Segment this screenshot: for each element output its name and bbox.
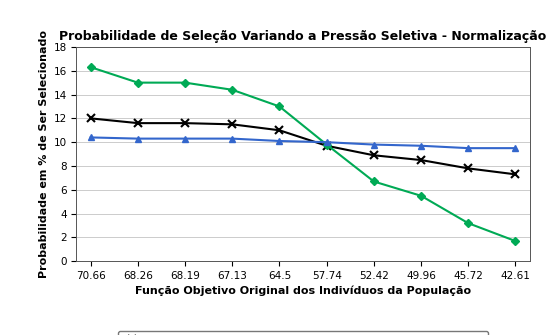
Valor Original de FO <box>276 128 283 132</box>
k=90 - Baixa PS <box>418 144 424 148</box>
k=10 - Alta PS <box>182 81 188 85</box>
Y-axis label: Probabilidade em % de Ser Selecionado: Probabilidade em % de Ser Selecionado <box>39 30 49 278</box>
Valor Original de FO <box>182 121 188 125</box>
Line: k=90 - Baixa PS: k=90 - Baixa PS <box>88 135 518 151</box>
k=10 - Alta PS <box>134 81 141 85</box>
Valor Original de FO <box>512 172 519 176</box>
k=90 - Baixa PS <box>512 146 519 150</box>
k=10 - Alta PS <box>229 88 235 92</box>
k=90 - Baixa PS <box>229 137 235 141</box>
Valor Original de FO <box>371 153 377 157</box>
Legend: Valor Original de FO, k=10 - Alta PS, k=90 - Baixa PS: Valor Original de FO, k=10 - Alta PS, k=… <box>118 331 488 335</box>
Title: Probabilidade de Seleção Variando a Pressão Seletiva - Normalização: Probabilidade de Seleção Variando a Pres… <box>60 30 546 43</box>
Valor Original de FO <box>465 166 472 171</box>
Valor Original de FO <box>87 116 94 120</box>
k=90 - Baixa PS <box>276 139 283 143</box>
X-axis label: Função Objetivo Original dos Indivíduos da População: Função Objetivo Original dos Indivíduos … <box>135 285 471 296</box>
k=10 - Alta PS <box>323 143 330 147</box>
k=90 - Baixa PS <box>182 137 188 141</box>
Valor Original de FO <box>323 144 330 148</box>
k=10 - Alta PS <box>465 221 472 225</box>
k=10 - Alta PS <box>418 194 424 198</box>
k=90 - Baixa PS <box>323 140 330 144</box>
k=90 - Baixa PS <box>87 135 94 139</box>
k=10 - Alta PS <box>276 105 283 109</box>
Valor Original de FO <box>418 158 424 162</box>
Line: k=10 - Alta PS: k=10 - Alta PS <box>88 64 518 244</box>
k=90 - Baixa PS <box>134 137 141 141</box>
k=90 - Baixa PS <box>465 146 472 150</box>
k=10 - Alta PS <box>87 65 94 69</box>
k=10 - Alta PS <box>371 180 377 184</box>
Line: Valor Original de FO: Valor Original de FO <box>86 114 520 179</box>
Valor Original de FO <box>134 121 141 125</box>
k=10 - Alta PS <box>512 239 519 243</box>
k=90 - Baixa PS <box>371 143 377 147</box>
Valor Original de FO <box>229 122 235 126</box>
